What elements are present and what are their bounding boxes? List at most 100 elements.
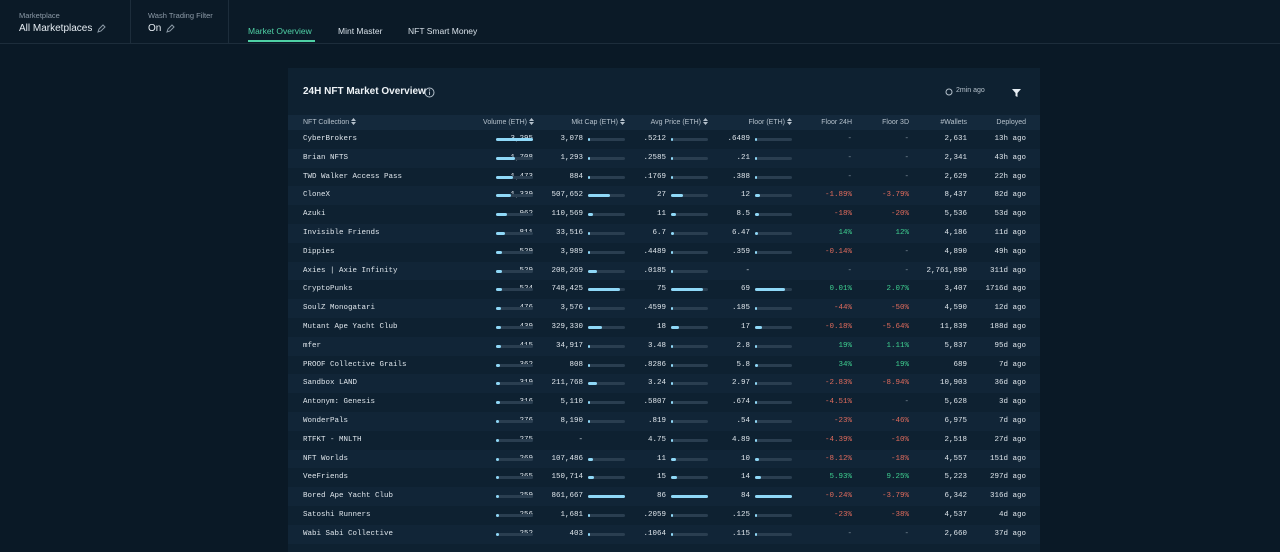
column-header[interactable]: Floor 24H xyxy=(821,119,852,126)
filter-icon[interactable] xyxy=(1012,88,1021,97)
table-cell: - xyxy=(904,398,909,407)
edit-icon[interactable] xyxy=(97,24,106,33)
table-row[interactable]: Dippies5293,989.4489.359-0.14%-4,89049h … xyxy=(288,242,1040,262)
bar-track xyxy=(755,401,792,405)
column-header[interactable]: Floor 3D xyxy=(882,119,909,126)
table-row[interactable]: CyberBrokers3,2953,078.5212.6489--2,6311… xyxy=(288,130,1040,149)
table-row[interactable]: Satoshi Runners2561,681.2059.125-23%-38%… xyxy=(288,506,1040,525)
updated-time: 2min ago xyxy=(956,87,985,94)
table-row[interactable]: SoulZ Monogatari4763,576.4599.185-44%-50… xyxy=(288,299,1040,318)
column-header[interactable]: Deployed xyxy=(996,119,1026,126)
column-header[interactable]: Mkt Cap (ETH) xyxy=(571,115,625,130)
table-row[interactable]: WonderPals2768,190.819.54-23%-46%6,9757d… xyxy=(288,412,1040,431)
sort-icon[interactable] xyxy=(703,118,708,125)
column-header[interactable]: Floor (ETH) xyxy=(748,115,792,130)
table-cell: 3d ago xyxy=(998,398,1026,407)
table-cell: 4,557 xyxy=(944,454,967,463)
table-header: NFT Collection Volume (ETH) Mkt Cap (ETH) A… xyxy=(288,115,1040,130)
bar-track xyxy=(671,438,708,442)
bar-fill xyxy=(671,457,676,461)
tab[interactable]: Mint Master xyxy=(338,26,383,36)
collection-name: Brian NFTS xyxy=(303,153,349,162)
column-header[interactable]: NFT Collection xyxy=(303,115,357,130)
collection-name: CyberBrokers xyxy=(303,135,358,143)
collection-name: Bored Ape Yacht Club xyxy=(303,492,394,501)
table-row[interactable]: Antonym: Genesis3165,110.5807.674-4.51%-… xyxy=(288,393,1040,412)
table-row[interactable]: Bored Ape Yacht Club259861,6678684-0.24%… xyxy=(288,487,1040,506)
table-row[interactable]: CloneX1,339507,6522712-1.89%-3.79%8,4378… xyxy=(288,186,1040,206)
sort-icon[interactable] xyxy=(620,118,625,125)
table-cell: .54 xyxy=(736,417,750,425)
bar-track xyxy=(496,457,533,461)
column-header[interactable]: Volume (ETH) xyxy=(483,115,534,130)
table-cell: 17 xyxy=(740,323,750,331)
column-header[interactable]: Avg Price (ETH) xyxy=(651,115,708,130)
column-header[interactable]: #Wallets xyxy=(940,119,967,126)
table-row[interactable]: PROOF Collective Grails362808.82865.834%… xyxy=(288,355,1040,375)
table-row[interactable]: VeeFriends265150,71415145.93%9.25%5,2232… xyxy=(288,468,1040,488)
bar-track xyxy=(588,363,625,367)
bar-fill xyxy=(671,156,673,160)
sort-icon[interactable] xyxy=(787,118,792,125)
bar-track xyxy=(755,382,792,386)
table-row[interactable]: Invisible Friends81133,5166.76.4714%12%4… xyxy=(288,224,1040,243)
bar-track xyxy=(588,382,625,386)
collection-name: PROOF Collective Grails xyxy=(303,360,407,369)
tab[interactable]: NFT Smart Money xyxy=(408,26,478,36)
collection-name: WonderPals xyxy=(303,417,349,425)
bar-track xyxy=(496,532,533,536)
table-cell: 4.75 xyxy=(647,435,666,444)
table-row[interactable]: CryptoPunks524748,42575690.01%2.07%3,407… xyxy=(288,280,1040,300)
table-cell: -1.89% xyxy=(824,191,852,200)
info-icon[interactable] xyxy=(424,87,435,98)
collection-name: Azuki xyxy=(303,210,326,219)
bar-fill xyxy=(588,175,590,179)
table-cell: 3,078 xyxy=(560,135,583,143)
bar-track xyxy=(671,156,708,160)
collection-name: Axies | Axie Infinity xyxy=(303,266,398,275)
table-cell: 5,628 xyxy=(944,398,967,407)
tab-active[interactable]: Market Overview xyxy=(248,26,312,36)
table-cell: 43h ago xyxy=(994,153,1026,162)
bar-fill xyxy=(496,138,533,141)
table-cell: 86 xyxy=(656,492,666,501)
table-row[interactable]: NFT Worlds269107,4861110-8.12%-18%4,5571… xyxy=(288,449,1040,469)
table-row[interactable]: Wabi Sabi Collective252403.1064.115--2,6… xyxy=(288,524,1040,544)
table-row[interactable]: Axies | Axie Infinity529208,269.0185---2… xyxy=(288,261,1040,281)
sort-icon[interactable] xyxy=(351,118,357,125)
table-cell: 15 xyxy=(656,473,666,482)
collection-name: Wabi Sabi Collective xyxy=(303,529,394,538)
collection-name: Satoshi Runners xyxy=(303,511,371,519)
table-cell: 1,681 xyxy=(560,511,583,519)
table-cell: 12% xyxy=(895,229,909,237)
bar-track xyxy=(755,438,792,442)
bar-track xyxy=(671,250,708,254)
table-cell: -50% xyxy=(890,304,909,313)
refresh-icon[interactable] xyxy=(945,88,953,96)
bar-fill xyxy=(671,401,673,405)
bar-fill xyxy=(588,232,590,235)
table-cell: 8,190 xyxy=(560,417,583,425)
bar-track xyxy=(588,307,625,311)
table-row[interactable]: Mutant Ape Yacht Club439329,3301817-0.18… xyxy=(288,318,1040,337)
table-row[interactable]: Sandbox LAND319211,7683.242.97-2.83%-8.9… xyxy=(288,374,1040,394)
edit-icon[interactable] xyxy=(166,24,175,33)
bar-fill xyxy=(671,495,708,499)
table-cell: -0.14% xyxy=(824,247,852,256)
table-cell: 808 xyxy=(569,360,583,369)
table-cell: 9.25% xyxy=(886,473,909,482)
bar-track xyxy=(755,476,792,480)
filter-value[interactable]: All Marketplaces xyxy=(19,23,93,34)
table-cell: 151d ago xyxy=(989,454,1026,463)
bar-fill xyxy=(755,457,760,461)
sort-icon[interactable] xyxy=(529,118,534,125)
filter-value[interactable]: On xyxy=(148,23,162,34)
bar-fill xyxy=(755,382,757,386)
table-row[interactable]: TWD Walker Access Pass1,473884.1769.388-… xyxy=(288,167,1040,187)
table-row[interactable]: RTFKT - MNLTH275-4.754.89-4.39%-10%2,518… xyxy=(288,430,1040,450)
bar-fill xyxy=(755,307,757,311)
